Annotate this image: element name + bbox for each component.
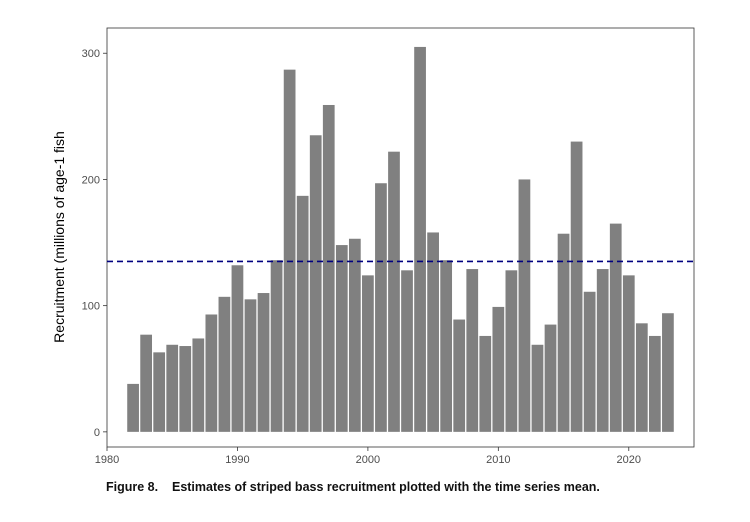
bar-2010 bbox=[492, 306, 505, 432]
bar-1982 bbox=[127, 383, 139, 432]
plot-panel bbox=[106, 27, 695, 448]
x-axis: 1980 1990 2000 2010 2020 bbox=[95, 447, 641, 466]
x-tick-label-2000: 2000 bbox=[356, 454, 380, 466]
bar-2000 bbox=[362, 275, 374, 432]
x-tick-label-1990: 1990 bbox=[225, 454, 249, 466]
bar-2013 bbox=[531, 344, 544, 432]
bar-2012 bbox=[518, 179, 531, 432]
bar-1995 bbox=[296, 195, 309, 432]
bar-1997 bbox=[322, 104, 335, 432]
x-tick-label-1980: 1980 bbox=[95, 454, 119, 466]
bar-1983 bbox=[140, 334, 153, 432]
bar-2016 bbox=[570, 141, 583, 432]
bar-1984 bbox=[153, 352, 166, 432]
y-tick-label-300: 300 bbox=[82, 48, 100, 60]
bar-1989 bbox=[218, 296, 231, 432]
bar-1987 bbox=[192, 338, 205, 432]
bar-1985 bbox=[166, 344, 179, 432]
bar-2015 bbox=[557, 233, 570, 432]
bar-2006 bbox=[440, 260, 453, 432]
bar-2005 bbox=[427, 232, 439, 432]
bar-1998 bbox=[335, 245, 348, 432]
x-tick-label-2020: 2020 bbox=[617, 454, 641, 466]
bar-2019 bbox=[609, 223, 622, 432]
bar-2020 bbox=[622, 275, 635, 432]
bar-1991 bbox=[244, 299, 257, 432]
bar-1994 bbox=[283, 69, 296, 432]
x-tick-label-2010: 2010 bbox=[486, 454, 510, 466]
bar-1988 bbox=[205, 314, 218, 432]
bar-2004 bbox=[414, 46, 426, 432]
bar-2009 bbox=[479, 335, 492, 432]
bar-2022 bbox=[648, 335, 661, 432]
bar-2002 bbox=[388, 151, 400, 432]
bar-2021 bbox=[635, 323, 648, 432]
bar-2003 bbox=[401, 270, 413, 432]
bar-2023 bbox=[662, 313, 674, 432]
bar-2007 bbox=[453, 319, 466, 432]
y-axis: 0 100 200 300 bbox=[82, 48, 107, 439]
bar-1992 bbox=[257, 293, 270, 432]
bar-2014 bbox=[544, 324, 557, 432]
y-tick-label-200: 200 bbox=[82, 174, 100, 186]
bar-2011 bbox=[505, 270, 518, 432]
bar-1993 bbox=[270, 260, 283, 432]
bar-2018 bbox=[596, 269, 609, 432]
bar-1990 bbox=[231, 265, 244, 432]
bar-1999 bbox=[348, 238, 361, 432]
bar-1986 bbox=[179, 346, 192, 432]
bar-2017 bbox=[583, 291, 596, 432]
bar-1996 bbox=[309, 135, 322, 432]
y-axis-label: Recruitment (millions of age-1 fish bbox=[51, 131, 67, 343]
bar-2008 bbox=[466, 269, 479, 432]
y-tick-label-0: 0 bbox=[94, 427, 100, 439]
figure-caption: Figure 8. Estimates of striped bass recr… bbox=[106, 480, 600, 494]
bar-2001 bbox=[375, 183, 387, 432]
y-tick-label-100: 100 bbox=[82, 301, 100, 313]
bars-group bbox=[127, 46, 674, 432]
